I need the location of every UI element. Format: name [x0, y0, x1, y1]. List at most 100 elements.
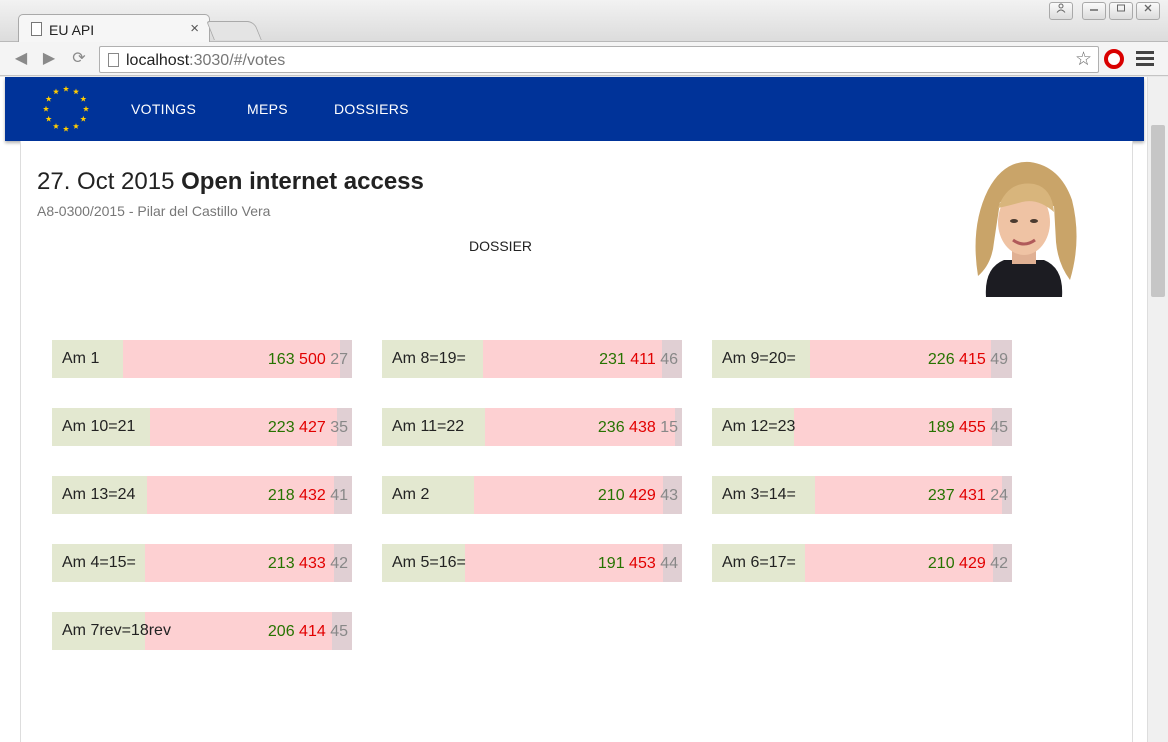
- eu-star-icon: [45, 95, 52, 102]
- abstain-count: 27: [330, 351, 348, 368]
- for-segment: [52, 544, 145, 582]
- amendment-bar[interactable]: Am 1 163 500 27: [52, 340, 352, 378]
- reload-icon[interactable]: ⟳: [72, 50, 86, 67]
- vote-counts: 231 411 46: [599, 351, 678, 369]
- amendment-label: Am 10=21: [62, 418, 136, 435]
- amendment-label: Am 6=17=: [722, 554, 796, 571]
- for-segment: [712, 544, 805, 582]
- abstain-count: 45: [330, 623, 348, 640]
- for-segment: [712, 408, 795, 446]
- against-segment: [810, 340, 991, 378]
- abstain-segment: [675, 408, 682, 446]
- bookmark-star-icon[interactable]: ☆: [1074, 49, 1092, 70]
- abstain-segment: [1001, 476, 1012, 514]
- scrollbar-thumb[interactable]: [1151, 125, 1165, 297]
- maximize-icon[interactable]: [1109, 2, 1133, 20]
- rapporteur-photo[interactable]: [964, 156, 1084, 297]
- amendment-bar[interactable]: Am 12=23 189 455 45: [712, 408, 1012, 446]
- abstain-segment: [992, 408, 1012, 446]
- against-count: 455: [959, 419, 986, 436]
- close-icon[interactable]: ×: [190, 20, 199, 37]
- amendment-label: Am 11=22: [392, 418, 465, 435]
- amendment-bar[interactable]: Am 7rev=18rev 206 414 45: [52, 612, 352, 650]
- for-segment: [712, 340, 811, 378]
- against-count: 415: [959, 351, 986, 368]
- vote-counts: 236 438 15: [598, 419, 678, 437]
- vote-counts: 210 429 43: [598, 487, 678, 505]
- eu-star-icon: [42, 105, 50, 112]
- address-bar[interactable]: localhost:3030/#/votes ☆: [99, 46, 1099, 73]
- amendment-bar[interactable]: Am 10=21 223 427 35: [52, 408, 352, 446]
- for-count: 213: [267, 555, 295, 572]
- against-segment: [144, 544, 334, 582]
- against-count: 500: [299, 351, 326, 368]
- abstain-segment: [661, 340, 682, 378]
- page-icon: [108, 53, 119, 67]
- opera-icon[interactable]: [1104, 49, 1124, 69]
- amendment-label: Am 5=16=: [392, 554, 466, 571]
- vote-counts: 210 429 42: [928, 555, 1008, 573]
- against-segment: [465, 544, 663, 582]
- amendment-bar[interactable]: Am 3=14= 237 431 24: [712, 476, 1012, 514]
- minimize-icon[interactable]: [1082, 2, 1106, 20]
- amendment-bar[interactable]: Am 9=20= 226 415 49: [712, 340, 1012, 378]
- scrollbar[interactable]: [1147, 77, 1168, 742]
- forward-icon[interactable]: ▶: [42, 50, 56, 67]
- back-icon[interactable]: ◀: [14, 50, 28, 67]
- for-segment: [382, 476, 475, 514]
- nav-item-meps[interactable]: MEPS: [247, 101, 288, 117]
- amendment-bar[interactable]: Am 4=15= 213 433 42: [52, 544, 352, 582]
- against-count: 411: [630, 351, 656, 368]
- for-count: 237: [927, 487, 955, 504]
- vote-subtitle: A8-0300/2015 - Pilar del Castillo Vera: [37, 203, 271, 219]
- browser-tab[interactable]: EU API ×: [18, 14, 210, 43]
- amendment-label: Am 1: [62, 350, 100, 367]
- user-icon[interactable]: [1049, 2, 1073, 20]
- vote-date: 27. Oct 2015: [37, 168, 175, 195]
- abstain-count: 43: [660, 487, 678, 504]
- amendment-bar[interactable]: Am 2 210 429 43: [382, 476, 682, 514]
- nav-item-votings[interactable]: VOTINGS: [131, 101, 197, 117]
- dossier-link[interactable]: DOSSIER: [469, 238, 533, 254]
- amendment-label: Am 3=14=: [722, 486, 796, 503]
- vote-counts: 237 431 24: [928, 487, 1008, 505]
- amendment-bar[interactable]: Am 6=17= 210 429 42: [712, 544, 1012, 582]
- against-segment: [146, 476, 335, 514]
- amendment-label: Am 12=23: [722, 418, 796, 435]
- close-window-icon[interactable]: [1136, 2, 1160, 20]
- window-controls: [1049, 2, 1160, 20]
- vote-counts: 189 455 45: [928, 419, 1008, 437]
- abstain-count: 49: [990, 351, 1008, 368]
- against-count: 427: [299, 419, 326, 436]
- for-count: 191: [597, 555, 625, 572]
- against-count: 453: [629, 555, 656, 572]
- amendment-label: Am 7rev=18rev: [62, 622, 171, 639]
- for-count: 223: [267, 419, 295, 436]
- against-count: 432: [299, 487, 326, 504]
- eu-star-icon: [72, 123, 80, 129]
- eu-star-icon: [52, 123, 60, 129]
- for-count: 231: [599, 351, 626, 368]
- amendment-bar[interactable]: Am 11=22 236 438 15: [382, 408, 682, 446]
- amendment-bar[interactable]: Am 13=24 218 432 41: [52, 476, 352, 514]
- nav-item-dossiers[interactable]: DOSSIERS: [334, 101, 409, 117]
- page-viewport: VOTINGS MEPS DOSSIERS 27. Oct 2015 Open …: [0, 77, 1168, 742]
- amendment-bar[interactable]: Am 5=16= 191 453 44: [382, 544, 682, 582]
- eu-star-icon: [52, 88, 60, 95]
- amendment-label: Am 4=15=: [62, 554, 136, 571]
- abstain-count: 15: [660, 419, 678, 436]
- abstain-count: 42: [330, 555, 348, 572]
- against-count: 433: [299, 555, 326, 572]
- menu-icon[interactable]: [1136, 49, 1154, 69]
- eu-star-icon: [80, 95, 87, 102]
- for-count: 189: [927, 419, 955, 436]
- against-count: 429: [959, 555, 986, 572]
- eu-stars-logo[interactable]: [41, 84, 91, 134]
- vote-title: Open internet access: [181, 168, 424, 195]
- url-text[interactable]: localhost:3030/#/votes: [126, 52, 286, 69]
- new-tab-button[interactable]: [206, 21, 262, 40]
- for-count: 218: [267, 487, 295, 504]
- against-count: 429: [629, 487, 656, 504]
- amendment-bar[interactable]: Am 8=19= 231 411 46: [382, 340, 682, 378]
- abstain-count: 46: [660, 351, 678, 368]
